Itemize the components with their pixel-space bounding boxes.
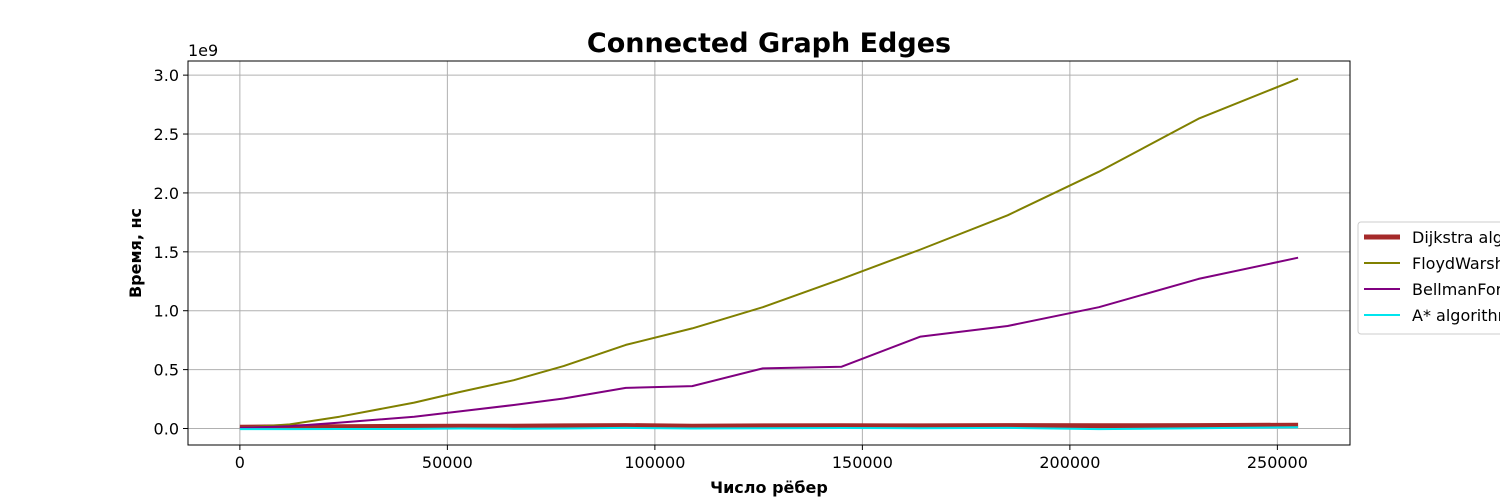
y-tick-label: 1.5	[154, 243, 179, 262]
y-axis-offset-label: 1e9	[188, 41, 218, 60]
series-line-dijkstra-algorithm	[239, 422, 1299, 430]
y-tick-label: 3.0	[154, 66, 179, 85]
plot-area-frame	[187, 60, 1351, 446]
x-axis-title: Число рёбер	[710, 478, 828, 497]
legend-label: BellmanFord algorithm	[1412, 280, 1500, 299]
axis-ticks: 0 50000 100000 150000 200000 250000 0.0 0.5 1.0 1…	[154, 66, 1308, 472]
series-lines	[239, 77, 1299, 431]
legend-label: Dijkstra algorithm	[1412, 228, 1500, 247]
y-tick-label: 2.5	[154, 125, 179, 144]
chart-title: Connected Graph Edges	[587, 28, 951, 59]
y-tick-label: 1.0	[154, 302, 179, 321]
legend-label: A* algorithm	[1412, 306, 1500, 325]
legend-box	[1357, 221, 1500, 335]
y-axis-title: Время, нс	[126, 208, 145, 298]
x-tick-label: 200000	[1039, 453, 1100, 472]
x-tick-label: 100000	[624, 453, 685, 472]
series-line-bellmanford-algorithm	[239, 256, 1299, 429]
legend-label: FloydWarshall algorithm	[1412, 254, 1500, 273]
series-line-floydwarshall-algorithm	[239, 77, 1299, 429]
x-tick-label: 0	[235, 453, 245, 472]
legend: Dijkstra algorithm FloydWarshall algorith…	[1357, 221, 1500, 335]
x-tick-label: 250000	[1247, 453, 1308, 472]
y-tick-label: 0.5	[154, 361, 179, 380]
y-tick-label: 0.0	[154, 420, 179, 439]
y-tick-label: 2.0	[154, 184, 179, 203]
series-line-a-algorithm	[239, 426, 1299, 431]
x-tick-label: 50000	[422, 453, 473, 472]
grid-lines	[188, 61, 1350, 445]
x-tick-label: 150000	[832, 453, 893, 472]
